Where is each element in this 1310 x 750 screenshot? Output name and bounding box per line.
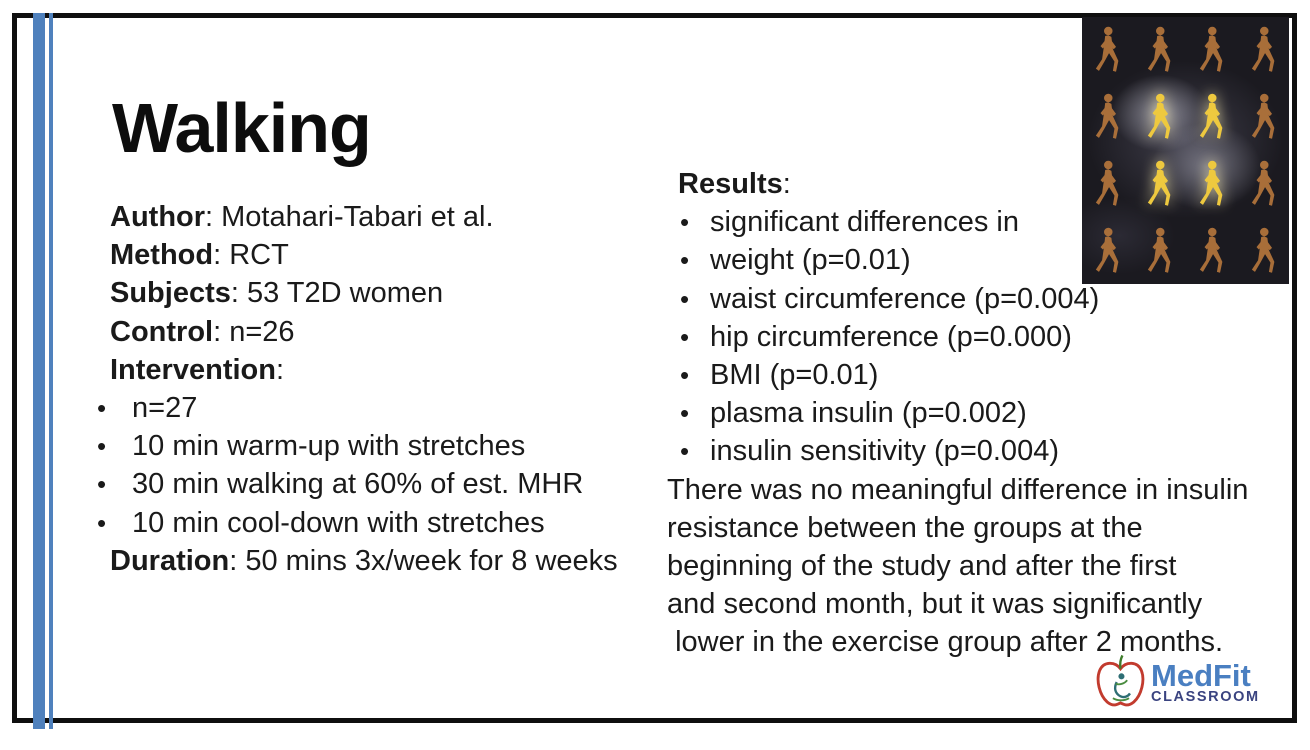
- list-item-text: 10 min cool-down with stretches: [132, 506, 545, 539]
- accent-bar-thin: [49, 13, 53, 729]
- walker-icon: [1082, 17, 1134, 84]
- list-item-text: 30 min walking at 60% of est. MHR: [132, 468, 584, 501]
- list-item-text: BMI (p=0.01): [710, 359, 879, 392]
- field-label: Method: [110, 239, 214, 272]
- results-panel: Results: • significant differences in • we…: [667, 165, 1299, 662]
- list-item-text: weight (p=0.01): [710, 244, 911, 277]
- walker-icon: [1186, 217, 1238, 284]
- walker-icon: [1186, 17, 1238, 84]
- walker-icon: [1134, 84, 1186, 151]
- list-item-text: n=27: [132, 392, 198, 425]
- field-label: Results: [678, 168, 783, 200]
- bullet-icon: •: [97, 393, 107, 424]
- bullet-icon: •: [680, 398, 690, 429]
- field-label: Control: [110, 315, 214, 348]
- accent-bar-thick: [33, 13, 45, 729]
- list-item: • n=27: [96, 389, 681, 427]
- list-item-text: insulin sensitivity (p=0.004): [710, 435, 1059, 468]
- bullet-icon: •: [680, 436, 690, 467]
- field-duration: Duration: 50 mins 3x/week for 8 weeks: [96, 542, 681, 580]
- field-control: Control: n=26: [96, 313, 681, 351]
- field-value: : Motahari-Tabari et al.: [205, 201, 494, 233]
- page-title: Walking: [112, 88, 372, 167]
- bullet-icon: •: [97, 507, 107, 538]
- list-item: • 30 min walking at 60% of est. MHR: [96, 465, 681, 503]
- field-value: : 53 T2D women: [230, 277, 444, 310]
- bullet-icon: •: [97, 431, 107, 462]
- list-item: • BMI (p=0.01): [667, 356, 1299, 394]
- walker-icon: [1134, 217, 1186, 284]
- list-item: • significant differences in: [667, 203, 1299, 241]
- field-value: :: [275, 353, 285, 386]
- list-item: • plasma insulin (p=0.002): [667, 394, 1299, 432]
- bullet-icon: •: [680, 360, 690, 391]
- field-value: :: [782, 168, 791, 200]
- field-intervention: Intervention:: [96, 351, 681, 389]
- list-item: • 10 min cool-down with stretches: [96, 504, 681, 542]
- results-paragraph: There was no meaningful difference in in…: [667, 473, 1249, 659]
- logo-name: MedFit: [1151, 658, 1251, 693]
- walker-icon: [1237, 217, 1289, 284]
- list-item-text: significant differences in: [710, 206, 1019, 239]
- field-value: : RCT: [213, 239, 289, 272]
- field-value: : 50 mins 3x/week for 8 weeks: [229, 544, 618, 577]
- field-method: Method: RCT: [96, 236, 681, 274]
- walker-icon: [1186, 84, 1238, 151]
- list-item-text: hip circumference (p=0.000): [710, 320, 1072, 353]
- field-label: Intervention: [110, 353, 276, 386]
- walker-icon: [1082, 84, 1134, 151]
- walker-icon: [1237, 17, 1289, 84]
- results-heading: Results:: [667, 165, 1299, 203]
- walker-icon: [1082, 151, 1134, 218]
- field-author: Author: Motahari-Tabari et al.: [96, 198, 681, 236]
- list-item-text: 10 min warm-up with stretches: [132, 430, 526, 463]
- bullet-icon: •: [97, 469, 107, 500]
- walker-icon: [1237, 151, 1289, 218]
- walking-figures-image: [1082, 17, 1289, 284]
- field-subjects: Subjects: 53 T2D women: [96, 274, 681, 312]
- bullet-icon: •: [680, 245, 690, 276]
- walker-icon: [1082, 217, 1134, 284]
- study-details-panel: Author: Motahari-Tabari et al. Method: R…: [96, 198, 681, 580]
- walker-icon: [1134, 17, 1186, 84]
- list-item: • insulin sensitivity (p=0.004): [667, 432, 1299, 470]
- walker-icon: [1186, 151, 1238, 218]
- medfit-logo: MedFit CLASSROOM: [1092, 653, 1260, 713]
- list-item: • weight (p=0.01): [667, 241, 1299, 279]
- list-item-text: plasma insulin (p=0.002): [710, 397, 1027, 430]
- list-item: • hip circumference (p=0.000): [667, 318, 1299, 356]
- list-item: • 10 min warm-up with stretches: [96, 427, 681, 465]
- bullet-icon: •: [680, 207, 690, 238]
- field-value: : n=26: [213, 315, 295, 348]
- bullet-icon: •: [680, 321, 690, 352]
- walker-icon: [1134, 151, 1186, 218]
- logo-text: MedFit CLASSROOM: [1151, 658, 1260, 705]
- list-item-text: waist circumference (p=0.004): [710, 282, 1100, 315]
- field-label: Duration: [110, 544, 230, 577]
- bullet-icon: •: [680, 283, 690, 314]
- walker-icon: [1237, 84, 1289, 151]
- apple-icon: [1096, 654, 1145, 707]
- field-label: Author: [110, 201, 206, 233]
- logo-subtitle: CLASSROOM: [1151, 689, 1260, 705]
- field-label: Subjects: [110, 277, 231, 310]
- list-item: • waist circumference (p=0.004): [667, 280, 1299, 318]
